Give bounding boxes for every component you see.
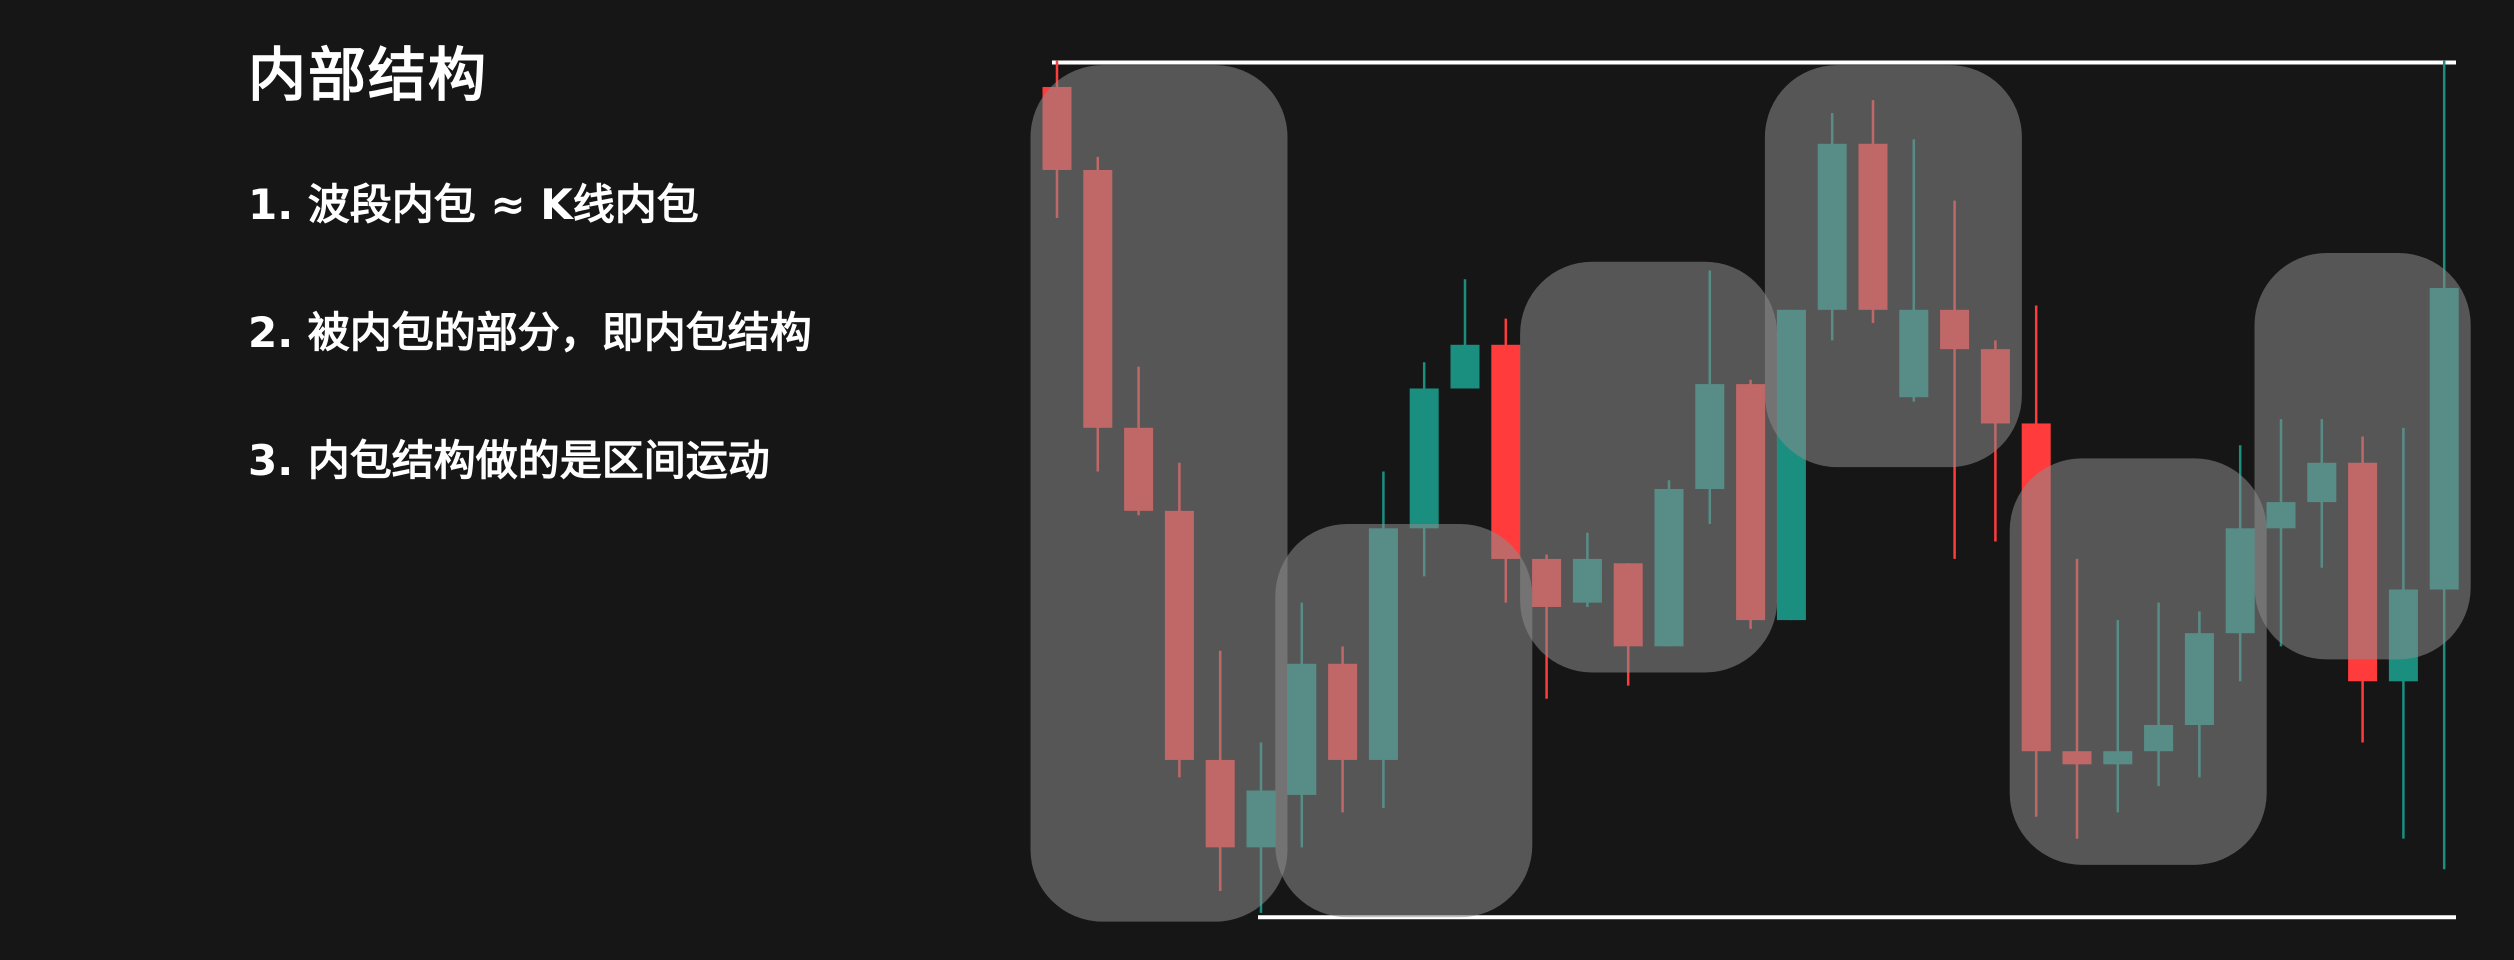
inner-structure-zone-4	[1764, 65, 2022, 468]
slide-title: 内部结构	[248, 41, 489, 109]
inner-structure-zone-2	[1275, 523, 1533, 918]
bullet-list: 1. 波段内包 ≈ K线内包 2. 被内包的部分，即内包结构 3. 内包结构做的…	[248, 172, 812, 556]
candle-body-bear	[1491, 344, 1521, 559]
inner-structure-zone-3	[1520, 261, 1778, 673]
inner-structure-zone-1	[1030, 65, 1288, 922]
inner-structure-zone-6	[2254, 253, 2471, 660]
candle-body-bull	[1409, 388, 1439, 529]
bullet-point-1: 1. 波段内包 ≈ K线内包	[248, 180, 699, 229]
inner-structure-zone-5	[2009, 458, 2267, 865]
candle-body-bull	[1450, 344, 1480, 389]
bullet-point-2: 2. 被内包的部分，即内包结构	[248, 308, 812, 357]
bullet-point-3: 3. 内包结构做的是区间运动	[248, 436, 770, 485]
